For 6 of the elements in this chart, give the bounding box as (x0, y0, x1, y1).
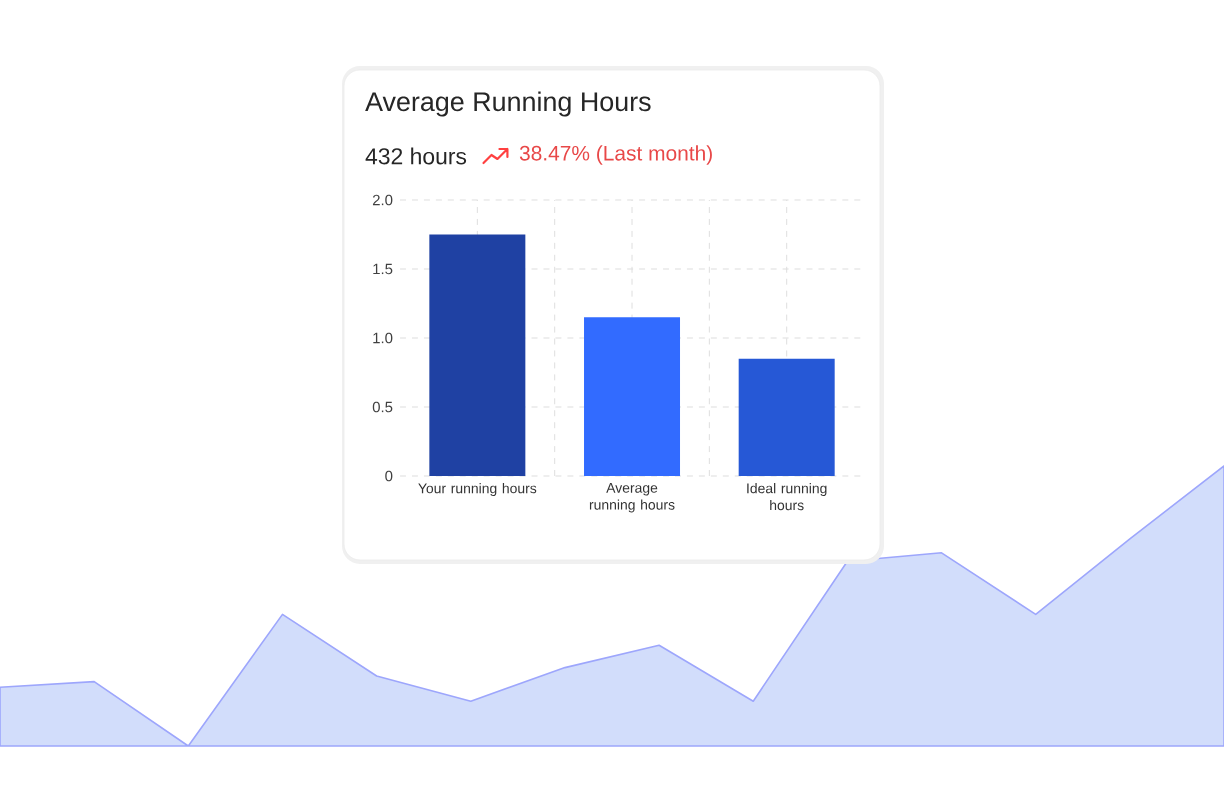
text: 38.47% (Last month) (519, 145, 712, 165)
bar (584, 317, 681, 476)
bar (429, 234, 526, 476)
chart-subtitle: 432 hours (365, 147, 467, 165)
bar (738, 358, 835, 476)
chart-title: Average Running Hours (365, 91, 651, 117)
